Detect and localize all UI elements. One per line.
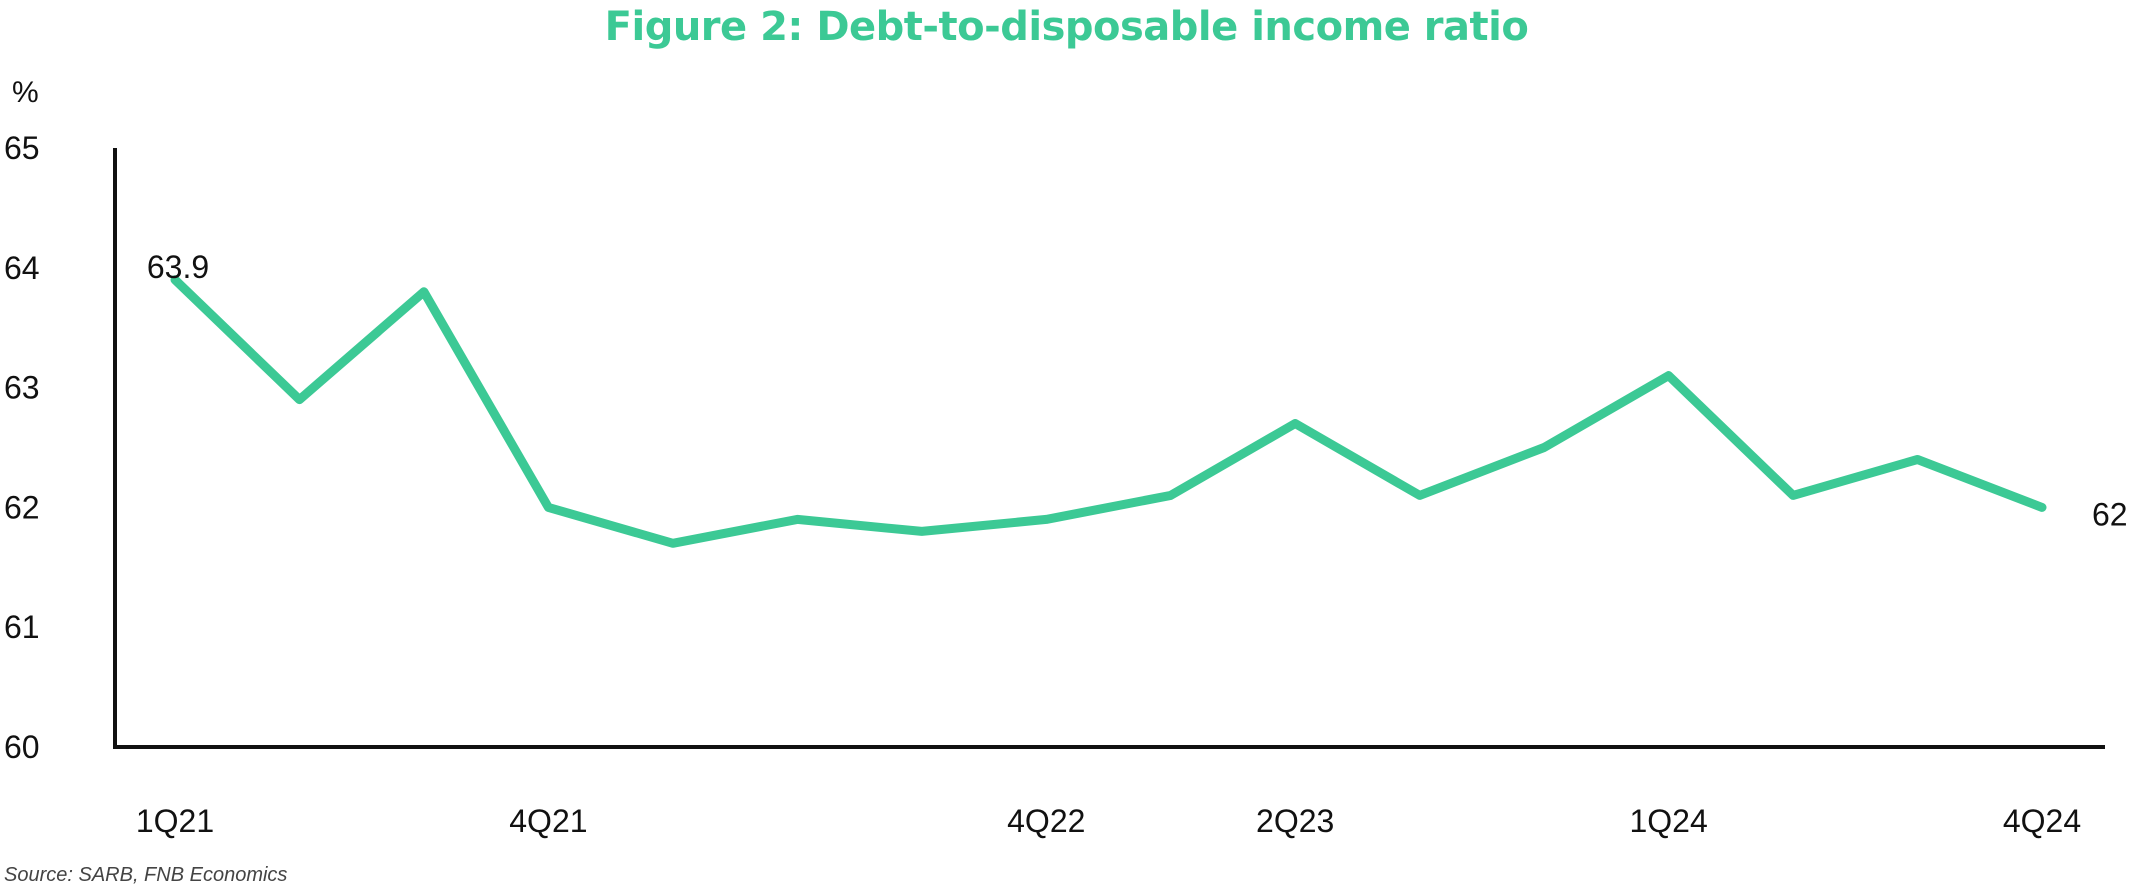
y-tick-label: 61 xyxy=(4,609,40,645)
data-label: 63.9 xyxy=(147,249,209,285)
series-layer xyxy=(170,275,2047,548)
x-tick-label: 4Q21 xyxy=(509,803,587,839)
chart-title: Figure 2: Debt-to-disposable income rati… xyxy=(604,4,1529,50)
data-labels: 63.9 62 xyxy=(147,249,2128,533)
y-tick-label: 62 xyxy=(4,489,40,525)
y-tick-label: 60 xyxy=(4,729,40,765)
x-axis-tick-labels: 1Q21 4Q21 4Q22 2Q23 1Q24 4Q24 xyxy=(136,803,2081,839)
x-tick-label: 2Q23 xyxy=(1256,803,1334,839)
x-tick-label: 1Q21 xyxy=(136,803,214,839)
series-line xyxy=(170,275,2047,548)
x-tick-label: 4Q22 xyxy=(1007,803,1085,839)
y-axis-tick-labels: 60 61 62 63 64 65 xyxy=(4,130,40,765)
data-label: 62 xyxy=(2092,496,2128,532)
y-tick-label: 65 xyxy=(4,130,40,166)
y-tick-label: 64 xyxy=(4,250,40,286)
source-note: Source: SARB, FNB Economics xyxy=(4,864,288,886)
x-tick-label: 1Q24 xyxy=(1629,803,1707,839)
y-axis-unit-label: % xyxy=(12,76,39,109)
x-tick-label: 4Q24 xyxy=(2003,803,2081,839)
y-tick-label: 63 xyxy=(4,370,40,406)
